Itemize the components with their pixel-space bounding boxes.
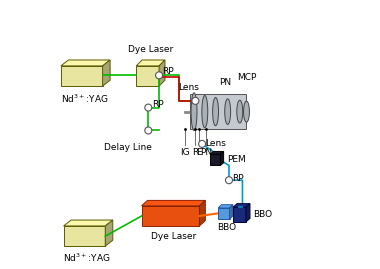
Polygon shape [63, 226, 105, 246]
Text: Lens: Lens [178, 83, 199, 92]
Polygon shape [105, 220, 113, 246]
Polygon shape [61, 66, 103, 86]
Text: IG: IG [180, 148, 190, 157]
Polygon shape [218, 205, 233, 208]
Text: BBO: BBO [217, 223, 236, 232]
Polygon shape [136, 60, 165, 66]
Polygon shape [136, 66, 159, 86]
Circle shape [199, 140, 206, 147]
Text: Nd$^{3+}$:YAG: Nd$^{3+}$:YAG [61, 93, 108, 105]
Polygon shape [233, 207, 246, 222]
Ellipse shape [202, 95, 208, 128]
Text: BBO: BBO [253, 210, 272, 219]
Polygon shape [210, 154, 220, 165]
Text: RP: RP [233, 174, 244, 183]
Polygon shape [230, 205, 233, 219]
Circle shape [145, 127, 152, 134]
Ellipse shape [237, 100, 243, 123]
Polygon shape [246, 204, 250, 222]
Ellipse shape [225, 99, 231, 125]
Text: Dye Laser: Dye Laser [128, 45, 173, 54]
Polygon shape [218, 208, 230, 219]
Ellipse shape [191, 93, 197, 130]
Ellipse shape [212, 98, 218, 126]
Circle shape [225, 177, 233, 184]
Polygon shape [63, 220, 113, 226]
Circle shape [145, 104, 152, 111]
Text: MCP: MCP [237, 73, 256, 82]
Polygon shape [142, 206, 200, 226]
Polygon shape [190, 94, 247, 129]
Ellipse shape [244, 101, 249, 122]
Circle shape [192, 97, 199, 104]
Text: Dye Laser: Dye Laser [150, 232, 196, 241]
Text: PEM: PEM [227, 155, 246, 164]
Text: Delay Line: Delay Line [104, 143, 152, 152]
Text: E: E [196, 148, 202, 157]
Text: RP: RP [152, 100, 163, 109]
Polygon shape [220, 151, 223, 165]
Polygon shape [159, 60, 165, 86]
Text: Lens: Lens [206, 139, 226, 148]
Text: RP: RP [163, 67, 174, 76]
Text: Nd$^{3+}$:YAG: Nd$^{3+}$:YAG [63, 252, 111, 264]
Polygon shape [61, 60, 110, 66]
Polygon shape [103, 60, 110, 86]
Circle shape [155, 72, 163, 79]
Text: PN: PN [200, 148, 212, 157]
Text: PN: PN [219, 79, 231, 87]
Polygon shape [200, 200, 205, 226]
Polygon shape [210, 151, 223, 154]
Polygon shape [233, 204, 250, 207]
Polygon shape [142, 200, 205, 206]
Text: R: R [192, 148, 198, 157]
